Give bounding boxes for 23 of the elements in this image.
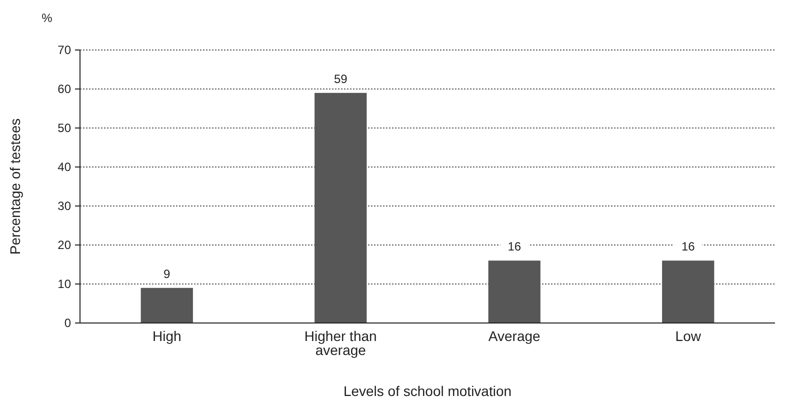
bar <box>140 288 193 323</box>
bar <box>662 260 714 323</box>
x-tick-label: Low <box>675 328 702 344</box>
x-tick-label: Average <box>488 328 541 344</box>
bar <box>488 260 540 323</box>
data-label: 59 <box>334 72 348 86</box>
data-label: 16 <box>508 240 522 254</box>
y-axis-title: Percentage of testees <box>7 118 23 255</box>
data-label: 16 <box>681 240 696 254</box>
x-axis-title: Levels of school motivation <box>343 383 512 399</box>
y-tick-label: 60 <box>58 82 72 96</box>
y-tick-label: 40 <box>58 160 72 174</box>
y-tick-label: 50 <box>58 121 72 136</box>
y-tick-label: 70 <box>58 43 72 58</box>
data-label: 9 <box>164 266 171 281</box>
y-tick-label: 0 <box>64 316 72 330</box>
x-tick-label: Higher than average <box>304 328 377 358</box>
bar <box>314 92 367 323</box>
x-tick-label: High <box>152 328 182 344</box>
text: % <box>42 11 53 25</box>
y-tick-label: 30 <box>58 199 72 214</box>
y-tick-label: 10 <box>58 277 72 292</box>
y-tick-label: 20 <box>58 238 72 252</box>
